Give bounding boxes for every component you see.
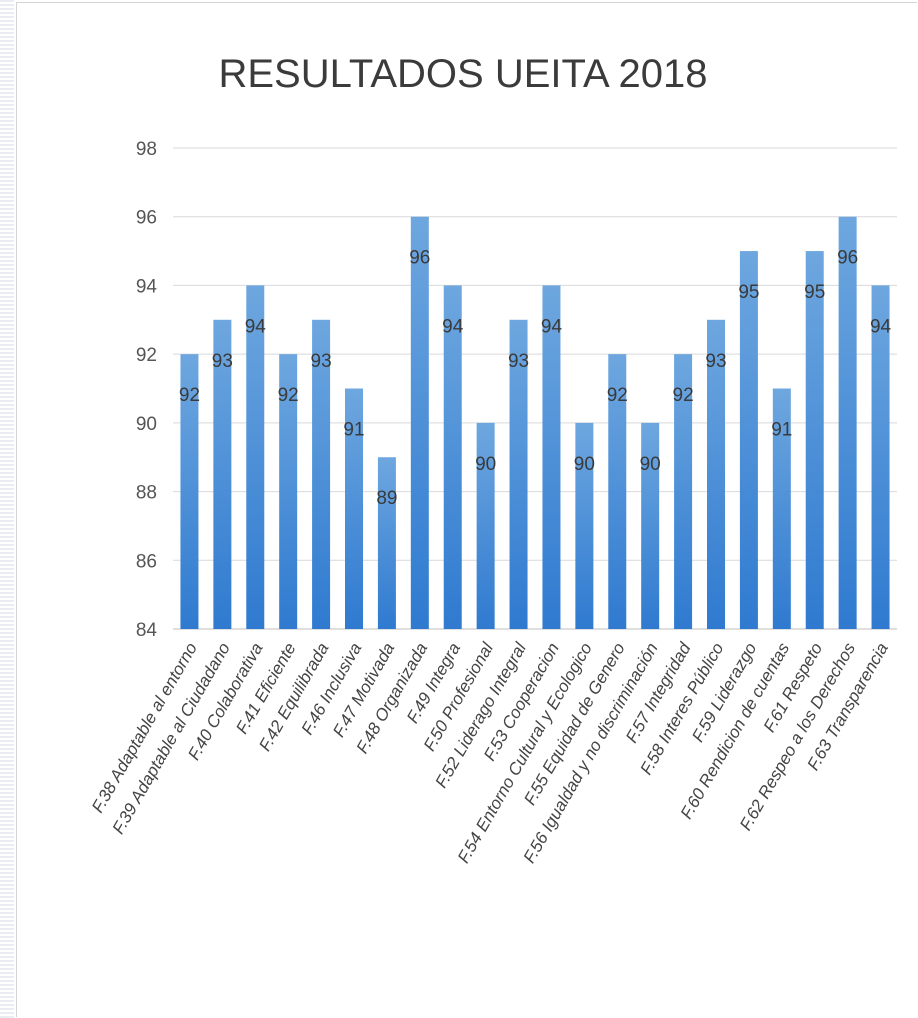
decorative-left-band: [0, 0, 14, 1018]
data-label: 96: [837, 248, 858, 269]
bar: [312, 319, 331, 629]
data-label: 89: [376, 488, 397, 509]
data-labels: 92 93 94 92 93 91 89 96 94 90 93 94 90 92 90 92 93 95 91 95…: [179, 248, 892, 510]
bar: [838, 216, 857, 629]
bar: [509, 319, 528, 629]
data-label: 90: [640, 454, 661, 475]
y-tick-label: 92: [136, 345, 157, 366]
data-label: 93: [212, 351, 233, 372]
chart-title: RESULTADOS UEITA 2018: [218, 52, 707, 96]
data-label: 96: [409, 248, 430, 269]
y-tick-label: 90: [136, 414, 157, 435]
bar: [180, 354, 199, 629]
y-tick-label: 88: [136, 483, 157, 504]
bar: [707, 319, 725, 629]
data-label: 91: [343, 420, 364, 441]
data-label: 94: [870, 316, 892, 337]
bar: [739, 251, 758, 630]
bar: [410, 216, 429, 629]
bar: [805, 251, 824, 630]
bar: [871, 285, 890, 629]
bar: [608, 354, 627, 629]
bar: [772, 388, 791, 629]
y-tick-label: 94: [136, 276, 158, 297]
data-label: 94: [442, 316, 464, 337]
bar-chart: RESULTADOS UEITA 2018 84 86 88 90 92 94 96 98 9…: [88, 52, 897, 866]
bar: [443, 285, 462, 629]
data-label: 92: [673, 385, 694, 406]
y-tick-label: 86: [136, 551, 157, 572]
data-label: 95: [738, 282, 759, 303]
data-label: 92: [278, 385, 299, 406]
data-label: 92: [179, 385, 200, 406]
data-label: 94: [541, 316, 563, 337]
data-label: 93: [508, 351, 529, 372]
data-label: 93: [705, 351, 726, 372]
bar: [246, 285, 265, 629]
bars: [180, 216, 890, 630]
data-label: 90: [475, 454, 496, 475]
y-axis: 84 86 88 90 92 94 96 98: [136, 139, 158, 641]
bar: [674, 354, 693, 629]
data-label: 95: [804, 282, 825, 303]
bar: [345, 388, 363, 629]
data-label: 94: [245, 316, 267, 337]
y-tick-label: 96: [136, 208, 157, 229]
bar: [279, 354, 298, 629]
bar: [213, 319, 232, 629]
y-tick-label: 98: [136, 139, 157, 160]
y-tick-label: 84: [136, 620, 158, 641]
bar: [476, 422, 495, 629]
data-label: 90: [574, 454, 595, 475]
bar: [377, 457, 396, 629]
chart-frame: RESULTADOS UEITA 2018 84 86 88 90 92 94 96 98 9…: [16, 2, 917, 1017]
bar: [542, 285, 561, 629]
data-label: 92: [607, 385, 628, 406]
bar: [641, 422, 660, 629]
bar: [575, 422, 594, 629]
data-label: 91: [771, 420, 792, 441]
data-label: 93: [311, 351, 332, 372]
